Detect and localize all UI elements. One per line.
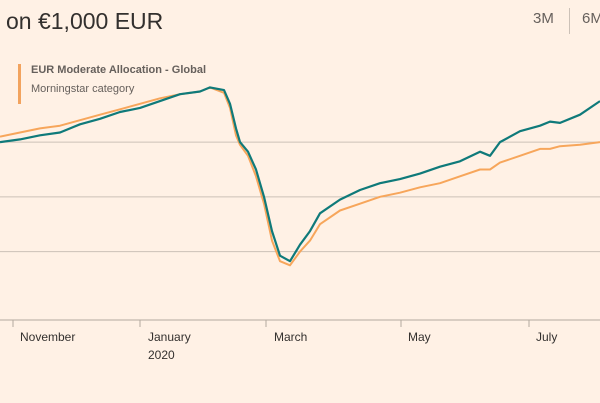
x-axis-ticks: [12, 320, 530, 327]
category-series-line: [0, 86, 600, 267]
legend-series-subtitle: Morningstar category: [31, 83, 135, 95]
x-tick-label-2020: 2020: [148, 348, 175, 362]
series-lines: [0, 86, 600, 267]
legend: EUR Moderate Allocation - Global Morning…: [18, 64, 206, 104]
fund-series-line: [0, 86, 600, 263]
range-divider: [569, 8, 570, 34]
range-3m-button[interactable]: 3M: [533, 10, 554, 27]
x-tick-label-july: July: [536, 330, 557, 344]
gridlines: [0, 141, 600, 321]
x-tick-label-january: January: [148, 330, 191, 344]
x-tick-label-march: March: [274, 330, 307, 344]
legend-series-name: EUR Moderate Allocation - Global: [31, 64, 206, 76]
range-6m-button[interactable]: 6M: [582, 10, 600, 27]
x-tick-label-may: May: [408, 330, 431, 344]
x-tick-label-november: November: [20, 330, 75, 344]
chart-title: on €1,000 EUR: [6, 8, 164, 34]
